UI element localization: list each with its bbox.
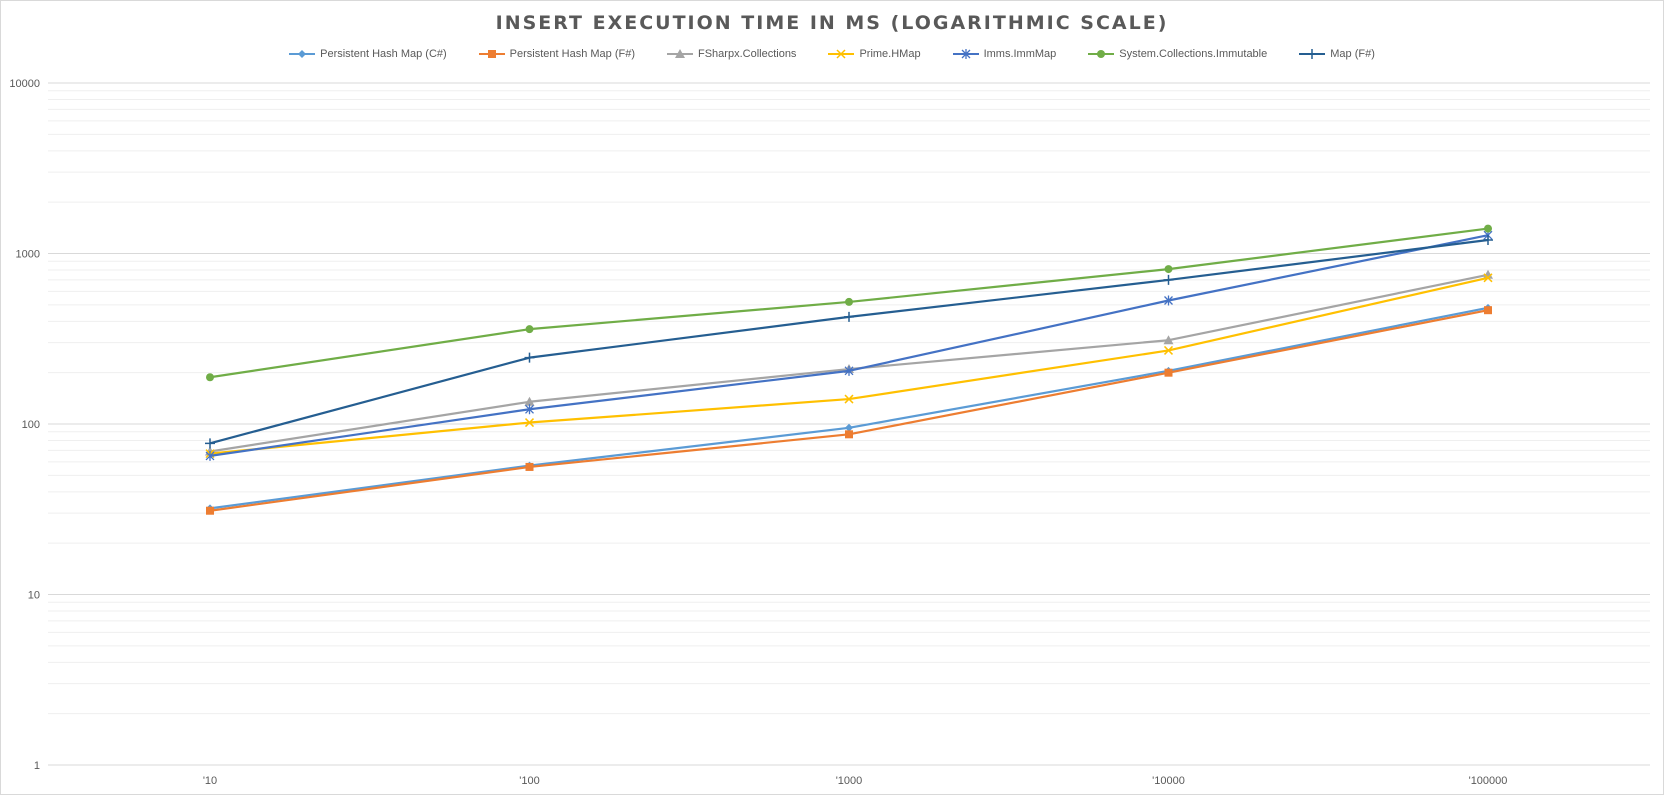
- legend-item: Prime.HMap: [828, 48, 921, 60]
- legend-swatch-marker: [961, 49, 971, 59]
- legend-label: Persistent Hash Map (F#): [509, 48, 635, 60]
- x-tick-label: '100000: [1469, 775, 1508, 787]
- series-line-2: [209, 309, 1489, 512]
- legend-swatch-marker: [1307, 49, 1318, 59]
- data-point-s6-2: [525, 325, 534, 334]
- data-point-s7-2: [524, 352, 535, 363]
- data-point-s7-5: [1483, 235, 1493, 245]
- legend-item: Imms.ImmMap: [952, 48, 1057, 60]
- y-tick-label: 1000: [16, 249, 40, 261]
- y-tick-label: 1: [34, 760, 40, 772]
- x-tick-label: '10000: [1152, 775, 1185, 787]
- legend-swatch: [828, 49, 855, 59]
- data-point-s2-1: [206, 506, 214, 515]
- data-point-s4-4: [1163, 345, 1174, 355]
- legend-item: FSharpx.Collections: [667, 48, 796, 60]
- x-tick-label: '100: [519, 775, 539, 787]
- data-point-s2-4: [1164, 368, 1173, 377]
- legend-swatch-marker: [1097, 50, 1106, 58]
- data-point-s7-1: [205, 438, 215, 449]
- data-point-s2-5: [1484, 306, 1492, 315]
- legend-swatch: [478, 50, 505, 58]
- legend-swatch: [667, 49, 693, 58]
- data-point-s7-3: [844, 311, 854, 322]
- data-point-s4-5: [1483, 273, 1493, 283]
- legend-swatch-marker: [836, 49, 846, 59]
- data-point-s2-3: [845, 430, 853, 439]
- legend-label: System.Collections.Immutable: [1119, 48, 1268, 60]
- data-point-s5-1: [205, 450, 215, 461]
- legend-label: Map (F#): [1330, 48, 1375, 60]
- legend-swatch: [289, 50, 316, 58]
- data-point-s4-2: [524, 418, 535, 428]
- data-point-s3-2: [524, 396, 535, 406]
- legend-label: Imms.ImmMap: [983, 48, 1057, 60]
- data-point-s4-3: [844, 394, 854, 404]
- legend-swatch-marker: [298, 50, 307, 58]
- legend-swatch-marker: [675, 49, 685, 58]
- data-point-s5-4: [1164, 295, 1173, 306]
- legend-item: Map (F#): [1299, 48, 1375, 60]
- y-tick-label: 10000: [9, 78, 40, 90]
- data-point-s6-4: [1164, 265, 1173, 274]
- legend-swatch: [952, 49, 979, 59]
- data-point-s3-5: [1483, 269, 1493, 279]
- legend-item: System.Collections.Immutable: [1088, 48, 1267, 60]
- data-point-s1-3: [845, 423, 853, 432]
- y-tick-label: 10: [28, 590, 40, 602]
- legend-label: FSharpx.Collections: [698, 48, 797, 60]
- data-point-s6-3: [845, 297, 853, 306]
- x-tick-label: '1000: [836, 775, 863, 787]
- data-point-s6-1: [206, 373, 214, 382]
- legend-label: Prime.HMap: [859, 48, 921, 60]
- legend-swatch-marker: [487, 50, 496, 58]
- legend-item: Persistent Hash Map (F#): [478, 48, 635, 60]
- legend-label: Persistent Hash Map (C#): [320, 48, 447, 60]
- legend-swatch: [1088, 50, 1115, 58]
- legend-item: Persistent Hash Map (C#): [289, 48, 447, 60]
- x-tick-label: '10: [203, 775, 217, 787]
- data-point-s7-4: [1163, 274, 1174, 285]
- series-line-1: [209, 306, 1489, 510]
- data-point-s6-5: [1484, 224, 1492, 233]
- data-point-s5-3: [844, 365, 854, 376]
- legend-swatch: [1299, 49, 1326, 59]
- data-point-s2-2: [525, 462, 534, 471]
- y-tick-label: 100: [22, 419, 40, 431]
- data-point-s3-4: [1163, 335, 1174, 345]
- chart-legend: Persistent Hash Map (C#) Persistent Hash …: [0, 48, 1664, 60]
- data-point-s5-2: [525, 404, 534, 415]
- chart-title: INSERT EXECUTION TIME IN MS (LOGARITHMIC…: [495, 12, 1169, 34]
